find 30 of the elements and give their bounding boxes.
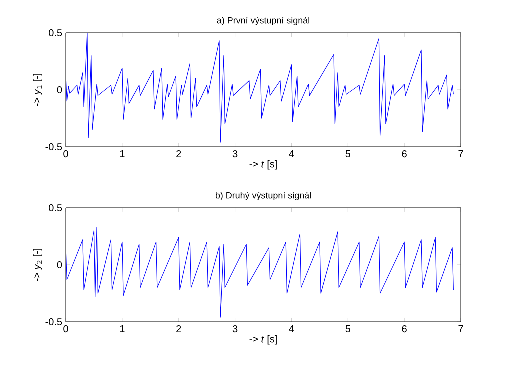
x-tick-label: 6 bbox=[402, 150, 407, 158]
x-tick-label: 3 bbox=[232, 326, 238, 333]
x-tick-label: 4 bbox=[289, 326, 294, 332]
x-axis-title: -> t [s] bbox=[250, 160, 277, 170]
chart-title: a) První výstupní signál bbox=[217, 17, 310, 26]
x-tick-label: 5 bbox=[346, 326, 350, 332]
x-axis-title: -> t [s] bbox=[250, 335, 277, 345]
line-series bbox=[66, 227, 454, 318]
x-tick-label: 7 bbox=[458, 150, 464, 158]
y-axis-title: -> y$_{1}$ [-] bbox=[33, 74, 42, 106]
x-tick-label: 6 bbox=[402, 326, 407, 333]
y-tick-label: -0.5 bbox=[46, 143, 62, 151]
x-tick-label: 3 bbox=[232, 150, 238, 158]
x-tick-label: 0 bbox=[64, 326, 68, 333]
y-tick-label: 0.5 bbox=[49, 204, 62, 212]
line-series bbox=[66, 32, 454, 143]
y-axis-title: -> y$_{2}$ [-] bbox=[33, 249, 42, 282]
x-tick-label: 4 bbox=[289, 150, 294, 158]
x-tick-label: 1 bbox=[120, 150, 125, 158]
y-tick-label: 0 bbox=[57, 261, 62, 269]
x-tick-label: 0 bbox=[64, 150, 68, 158]
x-tick-label: 1 bbox=[120, 326, 125, 332]
y-tick-label: 0 bbox=[57, 86, 62, 94]
x-tick-label: 7 bbox=[458, 326, 464, 332]
x-tick-label: 2 bbox=[176, 326, 182, 332]
x-tick-label: 2 bbox=[176, 150, 182, 158]
chart-title: b) Druhý výstupní signál bbox=[216, 192, 311, 200]
y-tick-label: -0.5 bbox=[46, 318, 62, 326]
y-tick-label: 0.5 bbox=[49, 29, 62, 37]
x-tick-label: 5 bbox=[346, 150, 350, 158]
